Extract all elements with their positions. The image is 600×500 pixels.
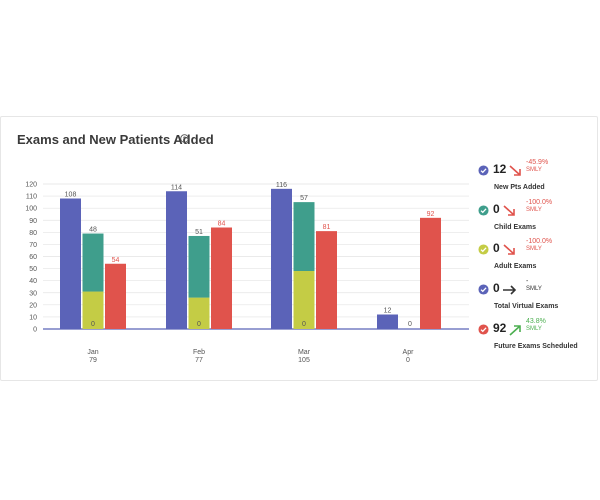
metric-value: 0 — [493, 281, 500, 295]
bar-yellow — [188, 297, 210, 329]
metric-value: 0 — [493, 202, 500, 216]
x-category-label: Mar — [298, 349, 311, 356]
metric-value: 0 — [493, 241, 500, 255]
metric-label: Total Virtual Exams — [494, 303, 559, 310]
arrow-down-right-icon — [503, 205, 515, 216]
arrow-right-icon — [503, 285, 517, 295]
metric-smly: SMLY — [526, 167, 542, 173]
bar-yellow — [293, 271, 315, 329]
metric-change: -100.0% — [526, 199, 553, 206]
bar-red — [316, 231, 337, 329]
y-tick-label: 10 — [29, 314, 37, 321]
metric-change: -45.9% — [526, 159, 549, 166]
help-icon[interactable]: ? — [180, 134, 189, 143]
check-circle-icon[interactable] — [478, 165, 489, 176]
exams-card: Exams and New Patients Added ? 0 10 20 30 40… — [0, 116, 598, 381]
metric-label: Child Exams — [494, 224, 537, 231]
metric-value: 92 — [493, 321, 507, 335]
metric-label: Future Exams Scheduled — [494, 343, 578, 350]
metric-child-exams: 0 -100.0% SMLY Child Exams — [478, 199, 598, 238]
metric-value: 12 — [493, 162, 507, 176]
data-label: 48 — [89, 227, 97, 234]
metric-smly: SMLY — [526, 326, 542, 332]
bar-teal — [82, 233, 104, 292]
data-label: 92 — [427, 211, 435, 218]
y-tick-label: 70 — [29, 242, 37, 249]
check-circle-icon[interactable] — [478, 324, 489, 335]
svg-text:?: ? — [183, 137, 187, 143]
bar-teal — [188, 235, 210, 298]
metric-label: Adult Exams — [494, 263, 537, 270]
metric-smly: SMLY — [526, 286, 542, 292]
data-label: 114 — [171, 184, 182, 191]
y-tick-label: 100 — [25, 206, 37, 213]
metric-label: New Pts Added — [494, 184, 545, 191]
metric-future-exams-scheduled: 92 43.8% SMLY Future Exams Scheduled — [478, 318, 598, 357]
check-circle-icon[interactable] — [478, 205, 489, 216]
data-label: 0 — [408, 321, 412, 328]
y-tick-label: 30 — [29, 290, 37, 297]
y-tick-label: 0 — [33, 327, 37, 334]
y-tick-label: 110 — [26, 194, 37, 201]
bar-blue — [166, 191, 187, 329]
bar-yellow — [82, 291, 104, 329]
bar-chart: 01020304050607080901001101201083148054Ja… — [25, 182, 469, 364]
metric-change: -100.0% — [526, 238, 553, 245]
arrow-down-right-icon — [509, 165, 521, 176]
x-category-sublabel: 0 — [406, 357, 410, 364]
x-category-label: Apr — [403, 349, 415, 356]
x-category-sublabel: 79 — [89, 357, 97, 364]
x-category-label: Jan — [87, 349, 98, 356]
x-category-label: Feb — [193, 349, 205, 356]
data-label: 108 — [65, 192, 77, 199]
y-tick-label: 40 — [29, 278, 37, 285]
arrow-down-right-icon — [503, 244, 515, 255]
data-label: 57 — [300, 195, 308, 202]
bar-teal — [293, 202, 315, 271]
data-label: 81 — [323, 224, 331, 231]
y-tick-label: 80 — [29, 230, 37, 237]
bar-red — [420, 217, 441, 329]
data-label: 116 — [276, 182, 287, 189]
metric-change: 43.8% — [526, 318, 546, 325]
y-tick-label: 120 — [25, 182, 37, 189]
data-label: 54 — [112, 257, 120, 264]
data-label: 84 — [218, 221, 226, 228]
metric-smly: SMLY — [526, 246, 542, 252]
data-label: 0 — [91, 321, 95, 328]
x-category-sublabel: 105 — [298, 357, 310, 364]
check-circle-icon[interactable] — [478, 284, 489, 295]
bar-red — [105, 263, 126, 329]
bar-blue — [271, 188, 292, 329]
metric-total-virtual-exams: 0 - SMLY Total Virtual Exams — [478, 278, 598, 317]
x-category-sublabel: 77 — [195, 357, 203, 364]
metric-change: - — [526, 278, 529, 285]
arrow-up-right-icon — [509, 325, 521, 336]
y-tick-label: 20 — [29, 302, 37, 309]
metric-new-pts-added: 12 -45.9% SMLY New Pts Added — [478, 159, 598, 198]
bar-red — [211, 227, 232, 329]
check-circle-icon[interactable] — [478, 244, 489, 255]
data-label: 12 — [384, 308, 392, 315]
metric-adult-exams: 0 -100.0% SMLY Adult Exams — [478, 238, 598, 277]
chart-title: Exams and New Patients Added — [17, 132, 214, 147]
y-tick-label: 50 — [29, 266, 37, 273]
bar-blue — [60, 198, 81, 329]
metric-smly: SMLY — [526, 207, 542, 213]
bar-blue — [377, 314, 398, 329]
y-tick-label: 90 — [29, 218, 37, 225]
y-tick-label: 60 — [29, 254, 37, 261]
data-label: 0 — [302, 321, 306, 328]
data-label: 0 — [197, 321, 201, 328]
data-label: 51 — [195, 229, 203, 236]
